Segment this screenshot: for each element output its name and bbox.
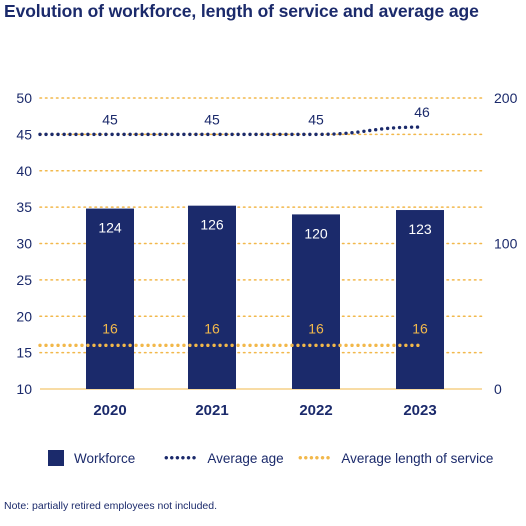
legend: Workforce •••••• Average age •••••• Aver… (0, 450, 526, 472)
left-tick-label: 15 (16, 345, 32, 361)
workforce-bar (86, 208, 134, 389)
average-age-line (38, 125, 422, 137)
bar-value-label: 120 (304, 225, 328, 241)
average-age-path (38, 125, 422, 137)
bar-value-label: 123 (408, 221, 432, 237)
average-age-dots: •••••• (164, 450, 198, 465)
legend-workforce-label: Workforce (74, 450, 136, 466)
category-label: 2021 (195, 402, 228, 419)
legend-length-of-service-label: Average length of service (341, 450, 494, 466)
category-label: 2020 (93, 402, 126, 419)
data-labels: 124 126 120 123 45 45 45 46 16 16 16 16 (98, 104, 432, 336)
left-tick-label: 40 (16, 163, 32, 179)
right-tick-label: 200 (494, 90, 518, 106)
bar-value-label: 126 (200, 217, 224, 233)
bar-value-label: 124 (98, 220, 122, 236)
legend-length-of-service: •••••• Average length of service (298, 450, 493, 466)
footnote: Note: partially retired employees not in… (4, 500, 218, 512)
service-value-label: 16 (204, 320, 220, 336)
right-tick-label: 0 (494, 381, 502, 397)
service-value-label: 16 (412, 320, 428, 336)
workforce-bars (86, 205, 444, 389)
left-axis-ticks: 10 15 20 25 30 35 40 45 50 (16, 90, 32, 397)
service-value-label: 16 (102, 320, 118, 336)
left-tick-label: 25 (16, 272, 32, 288)
left-tick-label: 50 (16, 90, 32, 106)
legend-average-age-label: Average age (207, 450, 284, 466)
age-value-label: 45 (102, 111, 118, 127)
category-labels: 2020 2021 2022 2023 (93, 402, 436, 419)
legend-workforce: Workforce (48, 450, 135, 466)
left-tick-label: 30 (16, 236, 32, 252)
length-of-service-dots: •••••• (298, 450, 332, 465)
left-tick-label: 10 (16, 381, 32, 397)
age-value-label: 46 (414, 104, 430, 120)
workforce-swatch (48, 450, 64, 466)
category-label: 2022 (299, 402, 332, 419)
age-value-label: 45 (308, 111, 324, 127)
category-label: 2023 (403, 402, 436, 419)
workforce-bar (188, 205, 236, 389)
age-value-label: 45 (204, 111, 220, 127)
service-value-label: 16 (308, 320, 324, 336)
combo-chart: 10 15 20 25 30 35 40 45 50 0 100 200 124 126 120 123 4… (16, 90, 518, 419)
workforce-bar (396, 210, 444, 389)
right-tick-label: 100 (494, 236, 518, 252)
left-tick-label: 20 (16, 308, 32, 324)
workforce-bar (292, 214, 340, 389)
left-tick-label: 45 (16, 126, 32, 142)
legend-average-age: •••••• Average age (164, 450, 284, 466)
right-axis-ticks: 0 100 200 (494, 90, 518, 397)
left-tick-label: 35 (16, 199, 32, 215)
chart-title: Evolution of workforce, length of servic… (4, 1, 479, 21)
